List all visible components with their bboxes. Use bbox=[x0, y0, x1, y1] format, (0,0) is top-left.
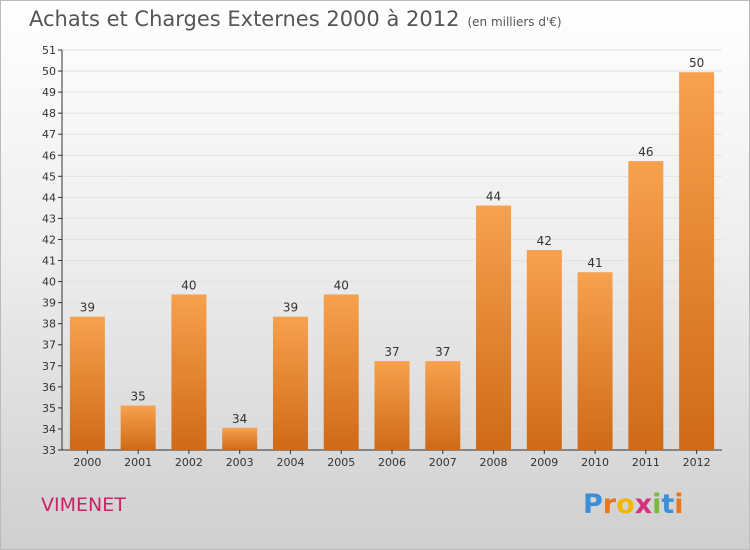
y-tick-label: 44 bbox=[42, 191, 56, 204]
bar bbox=[323, 294, 359, 450]
x-tick-label: 2010 bbox=[581, 456, 609, 469]
logo-letter: i bbox=[674, 489, 684, 520]
x-tick-label: 2003 bbox=[226, 456, 254, 469]
bar bbox=[171, 294, 207, 450]
y-tick-label: 49 bbox=[42, 86, 56, 99]
bar bbox=[628, 161, 664, 450]
bar bbox=[272, 316, 308, 450]
x-tick-label: 2007 bbox=[429, 456, 457, 469]
logo-letter: x bbox=[634, 489, 653, 520]
y-tick-label: 34 bbox=[42, 423, 56, 436]
y-tick-label: 46 bbox=[42, 149, 56, 162]
y-tick-label: 47 bbox=[42, 128, 56, 141]
y-tick-label: 51 bbox=[42, 44, 56, 57]
y-tick-label: 40 bbox=[42, 276, 56, 289]
y-tick-label: 48 bbox=[42, 107, 56, 120]
bar bbox=[120, 405, 156, 450]
logo-letter: t bbox=[661, 489, 675, 520]
y-tick-label: 36 bbox=[42, 381, 56, 394]
chart-title-text: Achats et Charges Externes 2000 à 2012 bbox=[29, 7, 460, 31]
commune-name: VIMENET bbox=[41, 494, 126, 516]
logo-letter: i bbox=[652, 489, 662, 520]
x-tick-label: 2001 bbox=[124, 456, 152, 469]
y-tick-label: 37 bbox=[42, 339, 56, 352]
x-tick-label: 2000 bbox=[73, 456, 101, 469]
bar-value-label: 40 bbox=[334, 278, 349, 292]
x-tick-label: 2005 bbox=[327, 456, 355, 469]
bar bbox=[425, 361, 461, 450]
bar-value-label: 39 bbox=[283, 301, 298, 315]
y-tick-label: 43 bbox=[42, 212, 56, 225]
logo-letter: r bbox=[602, 489, 617, 520]
bar-value-label: 37 bbox=[435, 345, 450, 359]
bar-value-label: 40 bbox=[181, 278, 196, 292]
y-tick-label: 41 bbox=[42, 255, 56, 268]
logo-letter: o bbox=[616, 489, 635, 520]
bar bbox=[476, 205, 512, 450]
bar-value-label: 34 bbox=[232, 412, 247, 426]
x-tick-label: 2002 bbox=[175, 456, 203, 469]
x-tick-label: 2012 bbox=[683, 456, 711, 469]
logo-letter: P bbox=[583, 489, 603, 520]
bar-value-label: 37 bbox=[384, 345, 399, 359]
x-tick-label: 2004 bbox=[276, 456, 304, 469]
bar bbox=[222, 427, 258, 450]
x-tick-label: 2008 bbox=[480, 456, 508, 469]
bar-value-label: 39 bbox=[80, 301, 95, 315]
x-tick-label: 2009 bbox=[530, 456, 558, 469]
bar-value-label: 50 bbox=[689, 56, 704, 70]
bar-value-label: 42 bbox=[537, 234, 552, 248]
bar-value-label: 44 bbox=[486, 190, 501, 204]
proxiti-logo: Proxiti bbox=[583, 489, 684, 520]
chart-subtitle: (en milliers d'€) bbox=[467, 15, 562, 29]
bar bbox=[69, 316, 105, 450]
chart-title: Achats et Charges Externes 2000 à 2012 (e… bbox=[29, 7, 562, 31]
bar-value-label: 35 bbox=[131, 390, 146, 404]
y-tick-label: 42 bbox=[42, 233, 56, 246]
bar bbox=[679, 72, 715, 450]
y-tick-label: 45 bbox=[42, 170, 56, 183]
x-tick-label: 2011 bbox=[632, 456, 660, 469]
bar-value-label: 46 bbox=[638, 145, 653, 159]
bar bbox=[577, 272, 613, 450]
y-tick-label: 50 bbox=[42, 65, 56, 78]
bar-value-label: 41 bbox=[587, 256, 602, 270]
y-tick-label: 37 bbox=[42, 360, 56, 373]
y-tick-label: 33 bbox=[42, 444, 56, 457]
bar bbox=[526, 250, 562, 450]
x-tick-label: 2006 bbox=[378, 456, 406, 469]
y-tick-label: 39 bbox=[42, 297, 56, 310]
y-tick-label: 38 bbox=[42, 318, 56, 331]
y-tick-label: 35 bbox=[42, 402, 56, 415]
bar bbox=[374, 361, 410, 450]
